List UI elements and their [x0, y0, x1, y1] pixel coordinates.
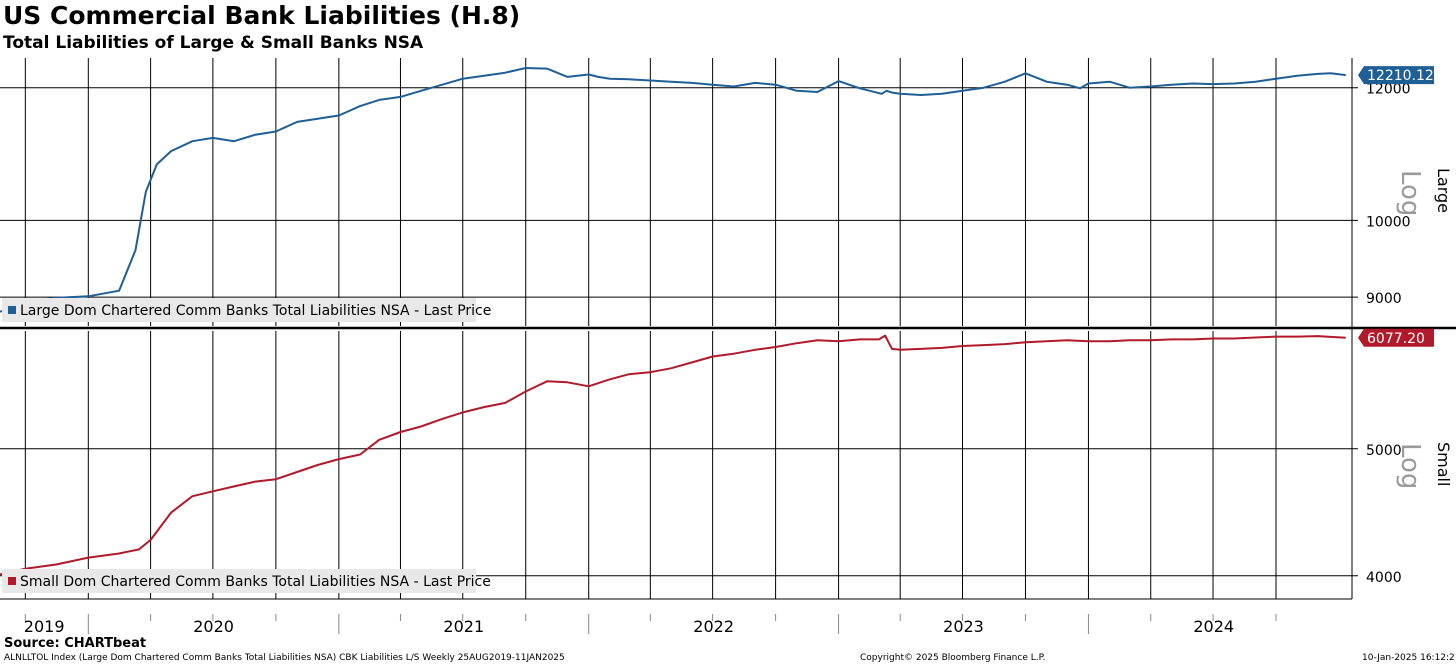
small-panel-label: Small — [1434, 442, 1453, 486]
index-info: ALNLLTOL Index (Large Dom Chartered Comm… — [4, 653, 565, 663]
copyright: Copyright© 2025 Bloomberg Finance L.P. — [860, 653, 1046, 663]
small-log-label: Log — [1395, 443, 1425, 489]
small-last-value: 6077.20 — [1367, 331, 1425, 347]
y-tick-label: 12000 — [1366, 82, 1411, 98]
large-log-label: Log — [1395, 170, 1425, 216]
legend-small-swatch — [8, 577, 16, 585]
legend-small-label: Small Dom Chartered Comm Banks Total Lia… — [20, 574, 491, 590]
x-tick-label: 2022 — [693, 617, 734, 636]
y-tick-label: 4000 — [1366, 570, 1402, 586]
chart-subtitle: Total Liabilities of Large & Small Banks… — [3, 33, 424, 53]
x-tick-label: 2021 — [443, 617, 484, 636]
large-last-value: 12210.12 — [1367, 68, 1434, 84]
legend-small: Small Dom Chartered Comm Banks Total Lia… — [2, 569, 491, 593]
y-tick-label: 9000 — [1366, 291, 1402, 307]
small-last-value-tag: 6077.20 — [1358, 328, 1434, 347]
chart-title: US Commercial Bank Liabilities (H.8) — [3, 1, 521, 30]
y-tick-label: 10000 — [1366, 214, 1411, 230]
x-tick-label: 2020 — [193, 617, 234, 636]
legend-large-swatch — [8, 306, 16, 314]
series-line-large — [0, 67, 1346, 313]
source-label: Source: CHARTbeat — [4, 636, 147, 651]
y-tick-label: 5000 — [1366, 443, 1402, 459]
large-panel-label: Large — [1434, 168, 1453, 213]
x-tick-label: 2024 — [1193, 617, 1234, 636]
x-tick-label: 2019 — [24, 617, 65, 636]
timestamp: 10-Jan-2025 16:12:21 — [1362, 653, 1456, 663]
series-layer — [0, 67, 1346, 576]
grid-layer — [0, 58, 1456, 600]
legend-large-label: Large Dom Chartered Comm Banks Total Lia… — [20, 303, 491, 319]
axis-layer: 9000 10000 12000 4000 5000 2019 2020 2021 2022 20… — [24, 82, 1411, 636]
legend-large: Large Dom Chartered Comm Banks Total Lia… — [2, 298, 491, 322]
large-last-value-tag: 12210.12 — [1358, 66, 1434, 85]
x-tick-label: 2023 — [943, 617, 984, 636]
series-line-small — [0, 334, 1346, 576]
